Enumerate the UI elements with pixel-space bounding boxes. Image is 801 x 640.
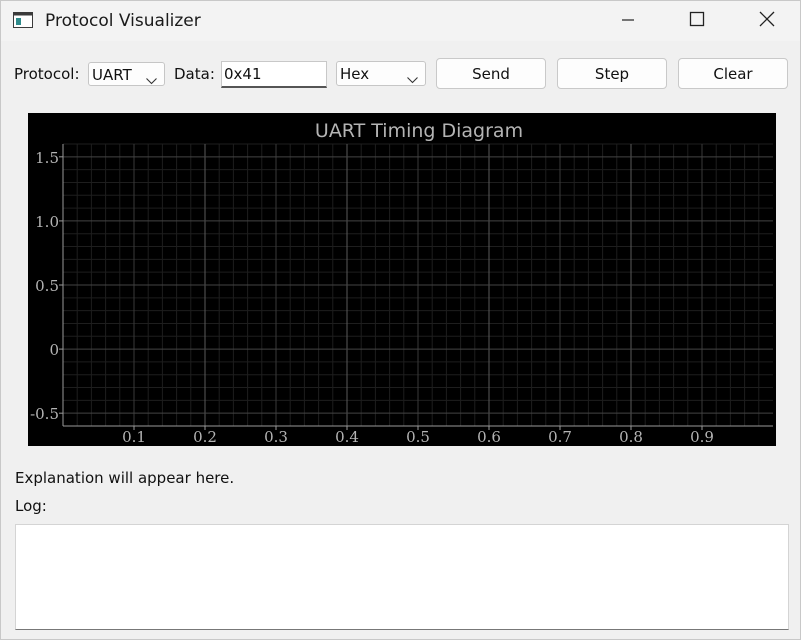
protocol-select-value: UART: [92, 66, 132, 84]
chart-canvas: UART Timing Diagram 0.1 0.2 0.3 0.4 0.5 0.6 0.…: [30, 120, 773, 446]
data-label: Data:: [174, 65, 215, 83]
maximize-icon: [689, 11, 705, 31]
close-button[interactable]: [744, 1, 790, 41]
minimize-icon: [621, 12, 635, 31]
y-tick-label: 0.5: [35, 277, 59, 295]
x-tick-label: 0.7: [548, 428, 572, 446]
clear-button[interactable]: Clear: [678, 58, 788, 89]
data-input[interactable]: [221, 61, 327, 88]
app-window-icon: [13, 12, 33, 28]
chart-axes: [59, 144, 773, 430]
x-tick-label: 0.8: [619, 428, 643, 446]
log-label: Log:: [15, 497, 47, 515]
y-tick-label: 1.5: [35, 149, 59, 167]
x-tick-label: 0.1: [122, 428, 146, 446]
chart-major-grid: [63, 144, 773, 426]
protocol-label: Protocol:: [14, 65, 80, 83]
chevron-down-icon: [146, 71, 157, 89]
close-icon: [759, 11, 775, 31]
step-button[interactable]: Step: [557, 58, 667, 89]
y-tick-label: -0.5: [30, 405, 59, 423]
maximize-button[interactable]: [674, 1, 720, 41]
timing-diagram-chart[interactable]: UART Timing Diagram 0.1 0.2 0.3 0.4 0.5 0.6 0.…: [28, 113, 776, 446]
x-tick-label: 0.3: [264, 428, 288, 446]
chevron-down-icon: [407, 70, 418, 88]
x-tick-label: 0.2: [193, 428, 217, 446]
title-bar[interactable]: Protocol Visualizer: [1, 1, 800, 41]
y-tick-label: 0: [49, 341, 59, 359]
x-tick-label: 0.6: [477, 428, 501, 446]
x-tick-label: 0.4: [335, 428, 359, 446]
protocol-select[interactable]: UART: [88, 62, 165, 86]
send-button[interactable]: Send: [436, 58, 546, 89]
chart-y-tick-labels: 1.5 1.0 0.5 0 -0.5: [30, 149, 59, 423]
chart-title: UART Timing Diagram: [315, 120, 523, 142]
y-tick-label: 1.0: [35, 213, 59, 231]
x-tick-label: 0.9: [690, 428, 714, 446]
window-title: Protocol Visualizer: [45, 11, 201, 31]
format-select-value: Hex: [340, 65, 370, 83]
x-tick-label: 0.5: [406, 428, 430, 446]
chart-x-tick-labels: 0.1 0.2 0.3 0.4 0.5 0.6 0.7 0.8 0.9: [122, 428, 714, 446]
explanation-text: Explanation will appear here.: [15, 469, 235, 487]
format-select[interactable]: Hex: [336, 61, 426, 86]
log-output[interactable]: [15, 524, 789, 630]
minimize-button[interactable]: [605, 1, 651, 41]
